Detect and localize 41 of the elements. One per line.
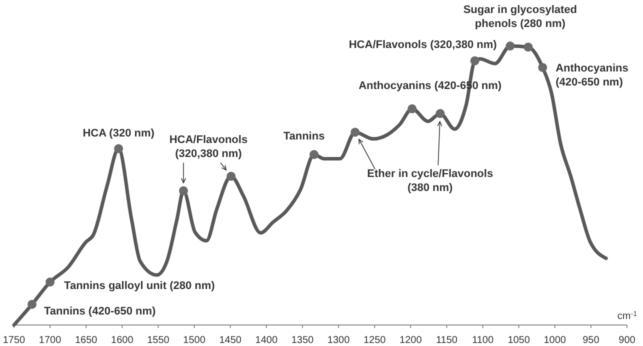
- annotation: Ether in cycle/Flavonols (380 nm): [367, 168, 494, 194]
- x-tick-label: 1550: [147, 335, 170, 346]
- annotation: Sugar in glycosylated phenols (280 nm): [463, 4, 578, 30]
- point: [226, 172, 236, 181]
- x-tick-label: 900: [618, 335, 636, 346]
- annotation: Tannins galloyl unit (280 nm): [64, 280, 216, 292]
- point: [310, 150, 319, 160]
- point: [408, 104, 417, 114]
- x-tick-label: 1300: [327, 335, 350, 346]
- x-tick-label: 1600: [111, 335, 134, 346]
- x-tick-label: 1750: [2, 335, 26, 346]
- annotation: HCA (320 nm): [82, 128, 155, 140]
- point: [524, 42, 533, 52]
- annotation: Tannins (420-650 nm): [44, 305, 156, 318]
- annotation: Anthocyanins (420-650 nm): [556, 62, 628, 88]
- x-tick-label: 1000: [544, 335, 566, 346]
- x-tick-label: 1700: [38, 335, 62, 346]
- point: [28, 300, 37, 309]
- point: [538, 62, 548, 72]
- x-tick-label: 1500: [183, 335, 206, 346]
- x-tick-label: 1200: [400, 335, 422, 346]
- x-tick-label: 1050: [508, 335, 530, 346]
- x-tick-label: 1150: [436, 335, 458, 346]
- point: [350, 128, 360, 137]
- x-tick-label: 1250: [363, 335, 386, 346]
- x-tick-label: 1400: [255, 335, 278, 346]
- x-tick-label: 1650: [74, 335, 98, 346]
- x-axis-title: cm$^{-1}$: [617, 310, 638, 322]
- x-tick-label: 950: [582, 335, 600, 346]
- x-tick-label: 1450: [219, 335, 242, 346]
- x-tick-label: 1100: [472, 335, 494, 346]
- point: [178, 186, 188, 196]
- point: [470, 56, 480, 66]
- annotation: Tannins: [283, 130, 325, 143]
- point: [436, 109, 445, 118]
- annotation: HCA/Flavonols (320,380 nm): [348, 38, 498, 51]
- annotation: HCA/Flavonols (320,380 nm): [169, 134, 248, 160]
- x-tick-label: 1350: [291, 335, 314, 346]
- point: [114, 144, 124, 154]
- point: [46, 278, 55, 287]
- point: [506, 42, 515, 50]
